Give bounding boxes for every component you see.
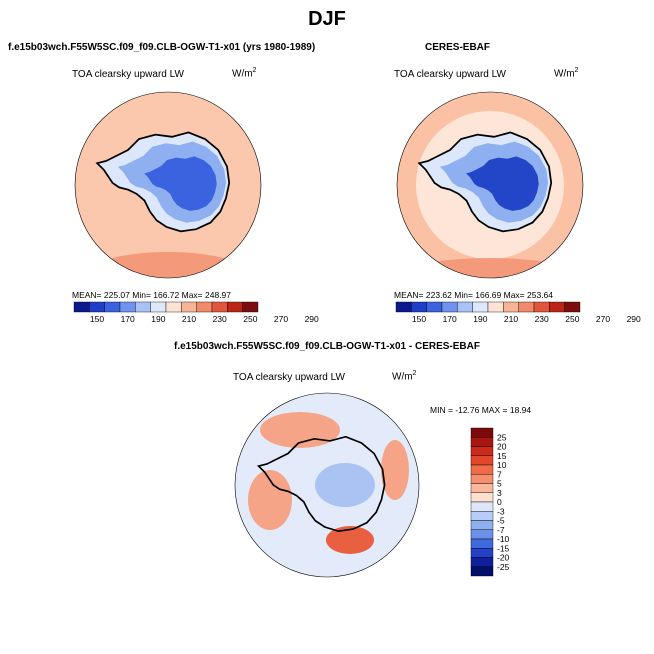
colorbar-swatch bbox=[472, 301, 489, 313]
diff-colorbar-swatch bbox=[470, 501, 494, 512]
colorbar-tick-label: 170 bbox=[443, 314, 457, 324]
colorbar-swatch bbox=[518, 301, 535, 313]
colorbar-tick-label: 270 bbox=[596, 314, 610, 324]
difference-map-positive-anomaly bbox=[248, 470, 292, 530]
colorbar-tick-label: 230 bbox=[213, 314, 227, 324]
diff-colorbar-tick-label: -20 bbox=[497, 553, 510, 563]
colorbar-swatch bbox=[104, 301, 121, 313]
diff-colorbar-tick-label: 15 bbox=[497, 451, 507, 461]
diff-colorbar-tick-label: 20 bbox=[497, 442, 507, 452]
diff-colorbar-tick-label: -7 bbox=[497, 525, 505, 535]
colorbar-swatch bbox=[441, 301, 458, 313]
left-map-warm-rim bbox=[98, 252, 238, 278]
colorbar-tick-label: 190 bbox=[151, 314, 165, 324]
diff-colorbar-swatch bbox=[470, 548, 494, 558]
diff-colorbar-tick-label: 10 bbox=[497, 460, 507, 470]
diff-colorbar-swatch bbox=[470, 529, 494, 540]
diff-colorbar-swatch bbox=[470, 464, 494, 475]
colorbar-swatch bbox=[165, 301, 182, 313]
panel-left-variable: TOA clearsky upward LW bbox=[72, 69, 184, 80]
colorbar-tick-label: 150 bbox=[412, 314, 426, 324]
colorbar-swatch bbox=[196, 301, 213, 313]
difference-variable: TOA clearsky upward LW bbox=[233, 372, 345, 383]
colorbar-swatch bbox=[135, 301, 151, 313]
colorbar-tick-label: 230 bbox=[535, 314, 549, 324]
colorbar-swatch bbox=[119, 301, 136, 313]
colorbar-swatch bbox=[73, 301, 90, 313]
colorbar-swatch bbox=[181, 301, 197, 313]
colorbar-tick-label: 210 bbox=[182, 314, 196, 324]
colorbar-swatch bbox=[227, 301, 243, 313]
difference-minmax: MIN = -12.76 MAX = 18.94 bbox=[430, 405, 532, 415]
panel-right-units: W/m2 bbox=[554, 67, 579, 80]
colorbar-swatch bbox=[411, 301, 427, 313]
panel-right-case-title: CERES-EBAF bbox=[425, 42, 491, 53]
colorbar-swatch bbox=[564, 301, 581, 313]
diff-colorbar-swatch bbox=[470, 566, 494, 577]
diff-colorbar-swatch bbox=[470, 538, 494, 549]
diff-colorbar-tick-label: -5 bbox=[497, 516, 505, 526]
diff-colorbar-tick-label: 5 bbox=[497, 479, 502, 489]
right-colorbar: 150 170 190 210 230 250 270 290 bbox=[395, 301, 641, 324]
colorbar-swatch bbox=[487, 301, 504, 313]
diff-colorbar-tick-label: -15 bbox=[497, 543, 510, 553]
right-map-warm-rim bbox=[410, 258, 570, 278]
colorbar-swatch bbox=[150, 301, 167, 313]
diff-colorbar-swatch bbox=[470, 455, 494, 466]
left-map bbox=[75, 92, 261, 278]
difference-map bbox=[235, 393, 419, 577]
diff-colorbar-tick-label: -3 bbox=[497, 506, 505, 516]
difference-title: f.e15b03wch.F55W5SC.f09_f09.CLB-OGW-T1-x… bbox=[174, 341, 480, 352]
colorbar-swatch bbox=[242, 301, 259, 313]
diff-colorbar-tick-label: 3 bbox=[497, 488, 502, 498]
colorbar-tick-label: 210 bbox=[504, 314, 518, 324]
colorbar-swatch bbox=[533, 301, 550, 313]
colorbar-tick-label: 190 bbox=[473, 314, 487, 324]
colorbar-tick-label: 250 bbox=[565, 314, 579, 324]
colorbar-swatch bbox=[457, 301, 473, 313]
difference-map-negative-anomaly bbox=[315, 463, 375, 507]
panel-left-units: W/m2 bbox=[232, 67, 257, 80]
diff-colorbar-tick-label: -25 bbox=[497, 562, 510, 572]
colorbar-tick-label: 250 bbox=[243, 314, 257, 324]
colorbar-tick-label: 290 bbox=[627, 314, 641, 324]
colorbar-swatch bbox=[89, 301, 105, 313]
diff-colorbar-swatch bbox=[470, 483, 494, 493]
diff-colorbar-swatch bbox=[470, 446, 494, 456]
difference-map-positive-anomaly bbox=[381, 440, 409, 500]
diff-colorbar-swatch bbox=[470, 492, 494, 503]
panel-right-variable: TOA clearsky upward LW bbox=[394, 69, 506, 80]
diff-colorbar-tick-label: 25 bbox=[497, 432, 507, 442]
diff-colorbar-tick-label: -10 bbox=[497, 534, 510, 544]
figure-title: DJF bbox=[308, 8, 346, 30]
diff-colorbar-swatch bbox=[470, 557, 494, 567]
diff-colorbar-swatch bbox=[470, 427, 494, 438]
colorbar-swatch bbox=[549, 301, 565, 313]
colorbar-swatch bbox=[395, 301, 412, 313]
diff-colorbar-swatch bbox=[470, 474, 494, 484]
diff-colorbar-swatch bbox=[470, 511, 494, 521]
right-map bbox=[397, 92, 583, 278]
diff-colorbar-swatch bbox=[470, 520, 494, 530]
diff-colorbar-swatch bbox=[470, 437, 494, 447]
diff-colorbar-tick-label: 0 bbox=[497, 497, 502, 507]
panel-right-stats: MEAN= 223.62 Min= 166.69 Max= 253.64 bbox=[394, 290, 554, 300]
difference-units: W/m2 bbox=[392, 370, 417, 383]
colorbar-swatch bbox=[426, 301, 443, 313]
diff-colorbar-tick-label: 7 bbox=[497, 469, 502, 479]
colorbar-swatch bbox=[503, 301, 519, 313]
colorbar-tick-label: 270 bbox=[274, 314, 288, 324]
colorbar-tick-label: 170 bbox=[121, 314, 135, 324]
colorbar-tick-label: 150 bbox=[90, 314, 104, 324]
panel-left-stats: MEAN= 225.07 Min= 166.72 Max= 248.97 bbox=[72, 290, 232, 300]
left-colorbar: 150 170 190 210 230 250 270 290 bbox=[73, 301, 319, 324]
panel-left-case-title: f.e15b03wch.F55W5SC.f09_f09.CLB-OGW-T1-x… bbox=[8, 42, 316, 53]
colorbar-swatch bbox=[211, 301, 228, 313]
colorbar-tick-label: 290 bbox=[305, 314, 319, 324]
difference-map-positive-anomaly bbox=[326, 526, 374, 554]
